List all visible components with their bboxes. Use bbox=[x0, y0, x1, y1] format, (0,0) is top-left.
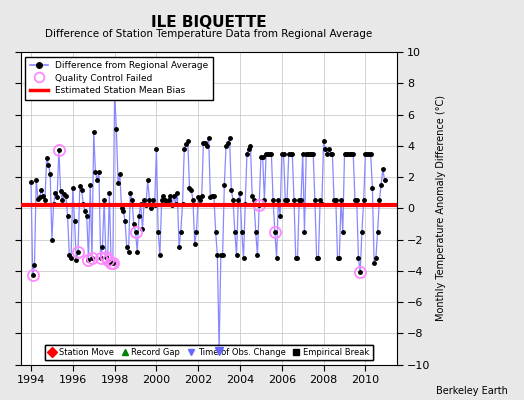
Title: ILE BIQUETTE: ILE BIQUETTE bbox=[151, 15, 267, 30]
Y-axis label: Monthly Temperature Anomaly Difference (°C): Monthly Temperature Anomaly Difference (… bbox=[436, 95, 446, 321]
Text: Berkeley Earth: Berkeley Earth bbox=[436, 386, 508, 396]
Legend: Station Move, Record Gap, Time of Obs. Change, Empirical Break: Station Move, Record Gap, Time of Obs. C… bbox=[45, 345, 373, 360]
Text: Difference of Station Temperature Data from Regional Average: Difference of Station Temperature Data f… bbox=[45, 30, 372, 40]
